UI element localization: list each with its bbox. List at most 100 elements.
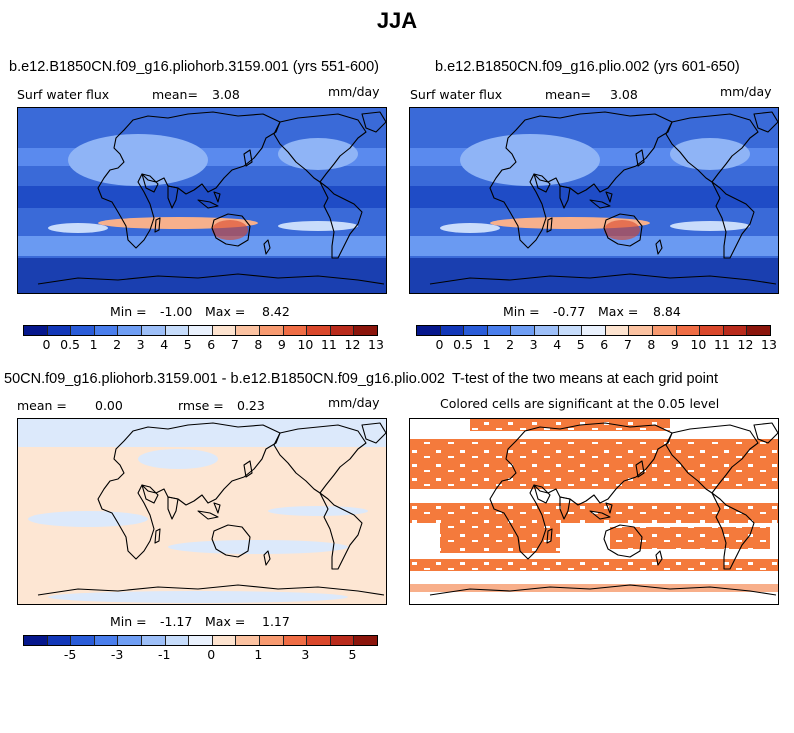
panel1-field-label: Surf water flux bbox=[17, 87, 110, 102]
panel1-map bbox=[17, 107, 387, 294]
panel2-mean-label: mean= bbox=[545, 87, 591, 102]
panel2-colorbar-swatch bbox=[723, 326, 748, 335]
panel1-colorbar-swatch bbox=[165, 326, 190, 335]
panel1-colorbar-tick-label: 9 bbox=[277, 337, 286, 352]
panel3-colorbar-swatch bbox=[259, 636, 284, 645]
panel2-colorbar-swatch bbox=[700, 326, 724, 335]
panel1-min-label: Min = bbox=[110, 304, 147, 319]
panel2-colorbar-tick-label: 11 bbox=[713, 337, 730, 352]
panel1-min-value: -1.00 bbox=[160, 304, 193, 319]
panel1-colorbar-swatch bbox=[212, 326, 237, 335]
panel3-colorbar-swatch bbox=[141, 636, 166, 645]
panel1-colorbar-tick-label: 1 bbox=[89, 337, 98, 352]
panel3-colorbar-swatch bbox=[47, 636, 72, 645]
panel2-colorbar-swatch bbox=[534, 326, 559, 335]
panel1-colorbar-swatch bbox=[236, 326, 260, 335]
panel2-colorbar-tick-label: 0.5 bbox=[453, 337, 474, 352]
panel1-colorbar-tick-label: 5 bbox=[183, 337, 192, 352]
panel3-min-label: Min = bbox=[110, 614, 147, 629]
panel2-colorbar-tick-label: 6 bbox=[600, 337, 609, 352]
panel2-colorbar-swatch bbox=[605, 326, 630, 335]
panel1-colorbar-tick-label: 10 bbox=[297, 337, 314, 352]
panel1-mean-label: mean= bbox=[152, 87, 198, 102]
panel3-colorbar-swatch bbox=[165, 636, 190, 645]
panel3-colorbar-swatch bbox=[354, 636, 377, 645]
panel2-mean-value: 3.08 bbox=[610, 87, 638, 102]
panel3-colorbar-tick-label: 3 bbox=[301, 647, 310, 662]
panel3-map bbox=[17, 418, 387, 605]
panel2-map bbox=[409, 107, 779, 294]
panel1-colorbar-tick-label: 0 bbox=[42, 337, 51, 352]
panel1-max-label: Max = bbox=[205, 304, 246, 319]
panel3-colorbar-swatch bbox=[236, 636, 260, 645]
panel4-subtitle: Colored cells are significant at the 0.0… bbox=[440, 396, 720, 411]
panel2-colorbar-tick-label: 7 bbox=[623, 337, 632, 352]
panel2-colorbar-tick-label: 4 bbox=[553, 337, 562, 352]
panel1-colorbar-tick-label: 2 bbox=[113, 337, 122, 352]
panel1-colorbar-swatch bbox=[307, 326, 331, 335]
panel1-colorbar-tick-label: 0.5 bbox=[60, 337, 81, 352]
panel1-units: mm/day bbox=[328, 84, 380, 99]
panel1-colorbar-tick-label: 8 bbox=[254, 337, 263, 352]
panel3-colorbar-swatch bbox=[283, 636, 308, 645]
panel1-mean-value: 3.08 bbox=[212, 87, 240, 102]
panel1-colorbar-swatch bbox=[94, 326, 119, 335]
panel3-max-label: Max = bbox=[205, 614, 246, 629]
figure-title: JJA bbox=[376, 8, 418, 33]
panel2-colorbar-swatch bbox=[652, 326, 677, 335]
panel4-title: T-test of the two means at each grid poi… bbox=[452, 371, 718, 387]
panel3-colorbar-swatch bbox=[330, 636, 355, 645]
panel1-max-value: 8.42 bbox=[262, 304, 290, 319]
panel3-colorbar-swatch bbox=[94, 636, 119, 645]
panel3-colorbar-swatch bbox=[212, 636, 237, 645]
panel1-colorbar-swatch bbox=[118, 326, 142, 335]
panel1-colorbar-swatch bbox=[354, 326, 377, 335]
panel3-colorbar-tick-label: -5 bbox=[63, 647, 77, 662]
panel2-colorbar-tick-label: 5 bbox=[576, 337, 585, 352]
panel1-colorbar-swatch bbox=[259, 326, 284, 335]
panel2-colorbar-swatch bbox=[487, 326, 512, 335]
panel3-title: 50CN.f09_g16.pliohorb.3159.001 - b.e12.B… bbox=[4, 371, 445, 387]
panel1-colorbar-ticks: 0 0.5 1 2 3 4 5 6 7 8 9 10 11 12 13 bbox=[23, 337, 384, 353]
panel2-title: b.e12.B1850CN.f09_g16.plio.002 (yrs 601-… bbox=[435, 59, 740, 75]
panel3-colorbar-tick-label: 0 bbox=[207, 647, 216, 662]
panel4-map bbox=[409, 418, 779, 605]
panel2-colorbar-ticks: 0 0.5 1 2 3 4 5 6 7 8 9 10 11 12 13 bbox=[416, 337, 777, 353]
panel2-min-value: -0.77 bbox=[553, 304, 586, 319]
panel2-colorbar-swatch bbox=[464, 326, 488, 335]
panel2-max-label: Max = bbox=[598, 304, 639, 319]
panel3-colorbar-swatch bbox=[307, 636, 331, 645]
panel2-colorbar-swatch bbox=[747, 326, 770, 335]
panel3-colorbar-swatch bbox=[118, 636, 142, 645]
panel1-colorbar-swatch bbox=[71, 326, 95, 335]
panel1-colorbar-swatch bbox=[47, 326, 72, 335]
panel2-min-label: Min = bbox=[503, 304, 540, 319]
panel2-colorbar-tick-label: 0 bbox=[435, 337, 444, 352]
panel3-colorbar-tick-label: 1 bbox=[254, 647, 263, 662]
panel2-colorbar-tick-label: 3 bbox=[529, 337, 538, 352]
panel3-colorbar bbox=[23, 635, 378, 646]
panel2-units: mm/day bbox=[720, 84, 772, 99]
panel3-rmse-value: 0.23 bbox=[237, 398, 265, 413]
panel2-colorbar bbox=[416, 325, 771, 336]
panel2-colorbar-tick-label: 12 bbox=[737, 337, 754, 352]
panel1-colorbar-swatch bbox=[330, 326, 355, 335]
panel1-colorbar bbox=[23, 325, 378, 336]
panel2-colorbar-swatch bbox=[440, 326, 465, 335]
panel1-colorbar-swatch bbox=[189, 326, 213, 335]
panel1-colorbar-swatch bbox=[141, 326, 166, 335]
panel2-colorbar-swatch bbox=[629, 326, 653, 335]
panel1-colorbar-tick-label: 7 bbox=[230, 337, 239, 352]
panel1-colorbar-tick-label: 6 bbox=[207, 337, 216, 352]
panel3-mean-value: 0.00 bbox=[95, 398, 123, 413]
panel3-colorbar-swatch bbox=[71, 636, 95, 645]
panel2-colorbar-swatch bbox=[511, 326, 535, 335]
panel2-colorbar-swatch bbox=[417, 326, 441, 335]
panel3-min-value: -1.17 bbox=[160, 614, 193, 629]
panel1-colorbar-swatch bbox=[24, 326, 48, 335]
panel1-colorbar-tick-label: 13 bbox=[368, 337, 384, 352]
panel2-field-label: Surf water flux bbox=[410, 87, 503, 102]
panel3-max-value: 1.17 bbox=[262, 614, 290, 629]
panel2-colorbar-tick-label: 10 bbox=[690, 337, 707, 352]
panel2-colorbar-swatch bbox=[676, 326, 701, 335]
